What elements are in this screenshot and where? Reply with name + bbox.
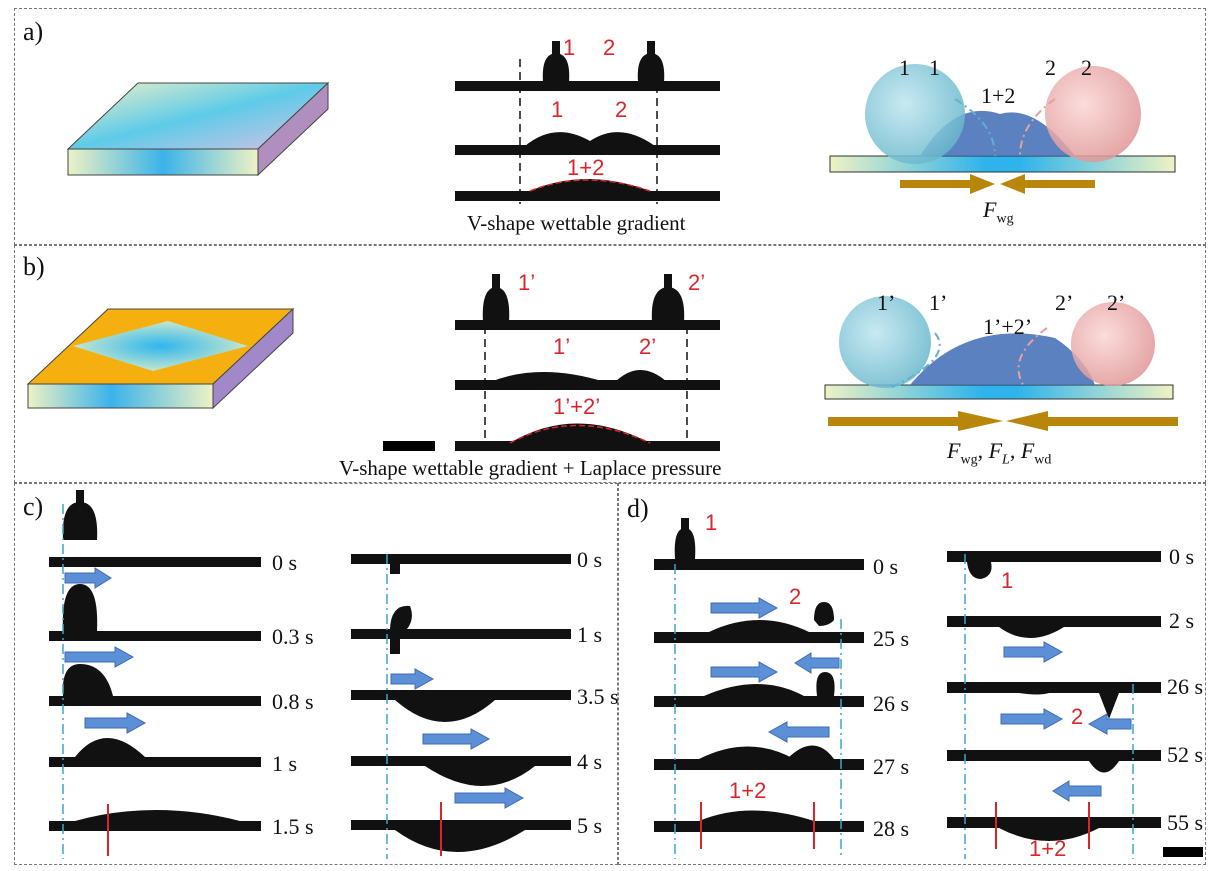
time-c-r3: 4 s [577,749,603,774]
d-left-lbl-merged: 1+2 [729,778,767,803]
time-d-l0: 0 s [873,554,899,579]
panel-a: a) 1 2 1 2 1+2 V-shape wettable gradient [14,8,1206,245]
time-c-l3: 1 s [272,751,298,776]
panel-c: c) [14,483,619,865]
d-right-lbl-2: 2 [1071,704,1084,729]
strip-a3 [455,191,720,201]
panel-a-label: a) [23,17,44,46]
scale-bar-b [383,441,435,451]
schematic-b [824,296,1174,400]
droplets-b [482,274,688,446]
drop-label-a-1-mid: 1 [551,97,564,122]
scale-bar-d [1163,847,1203,857]
schem-a-lbl-1: 1 [899,55,910,80]
time-d-l4: 28 s [873,816,910,841]
sequence-c [49,490,571,859]
force-label-a: Fwg [983,197,1014,227]
d-left-lbl-2: 2 [789,584,802,609]
time-d-l2: 26 s [873,691,910,716]
strip-b2 [455,380,720,390]
d-right-lbl-1: 1 [1001,568,1014,593]
panel-d: d) [618,483,1206,865]
strip-b3 [455,441,720,451]
time-c-r2: 3.5 s [577,684,619,709]
schem-b-lbl-4: 2’ [1055,290,1074,315]
time-d-l1: 25 s [873,626,910,651]
force-arrows-a [900,174,1095,194]
schem-a-lbl-3: 1+2 [981,83,1016,108]
panel-b: b) 1’ 2’ 1’ 2’ 1’+2’ V-shape wettable gr… [14,245,1206,483]
panel-d-label: d) [627,494,649,523]
drop-label-b-1-mid: 1’ [553,334,571,359]
caption-a: V-shape wettable gradient [467,211,686,235]
schem-a-lbl-5: 2 [1081,55,1092,80]
time-d-r4: 55 s [1167,810,1204,835]
droplets-a [519,41,665,204]
time-c-r4: 5 s [577,813,603,838]
schematic-a [829,64,1176,173]
time-c-l4: 1.5 s [272,814,314,839]
time-d-r1: 2 s [1169,608,1195,633]
force-label-b: Fwg, FL, Fwd [947,438,1052,468]
panel-b-label: b) [23,252,45,281]
drop-label-a-2-mid: 2 [615,97,628,122]
strip-a1 [455,81,720,91]
strip-b1 [455,320,720,330]
panel-c-label: c) [23,492,44,521]
time-c-l0: 0 s [272,550,298,575]
time-d-l3: 27 s [873,754,910,779]
schem-b-lbl-2: 1’ [929,290,948,315]
schem-b-lbl-3: 1’+2’ [983,314,1033,339]
time-d-r0: 0 s [1169,544,1195,569]
drop-label-a-1: 1 [563,35,576,60]
time-d-r3: 52 s [1167,742,1204,767]
time-c-l1: 0.3 s [272,624,314,649]
time-c-r1: 1 s [577,622,603,647]
time-d-r2: 26 s [1167,674,1204,699]
caption-b: V-shape wettable gradient + Laplace pres… [339,456,722,480]
schem-a-lbl-4: 2 [1045,55,1056,80]
drop-label-b-1: 1’ [518,270,536,295]
d-right-lbl-merged: 1+2 [1029,836,1067,861]
gradient-block-a [66,81,330,177]
sequence-d [654,518,1161,859]
time-c-l2: 0.8 s [272,689,314,714]
gradient-block-b [26,307,295,410]
drop-label-b-2-mid: 2’ [639,334,657,359]
strip-a2 [455,145,720,155]
drop-label-a-2: 2 [603,35,616,60]
schem-b-lbl-5: 2’ [1107,290,1126,315]
schem-a-lbl-2: 1 [929,55,940,80]
force-arrows-b [828,411,1178,431]
drop-label-b-merged: 1’+2’ [553,394,601,419]
drop-label-a-merged: 1+2 [567,155,605,180]
time-c-r0: 0 s [577,547,603,572]
d-left-lbl-1: 1 [705,510,718,535]
drop-label-b-2: 2’ [688,270,706,295]
schem-b-lbl-1: 1’ [877,290,896,315]
